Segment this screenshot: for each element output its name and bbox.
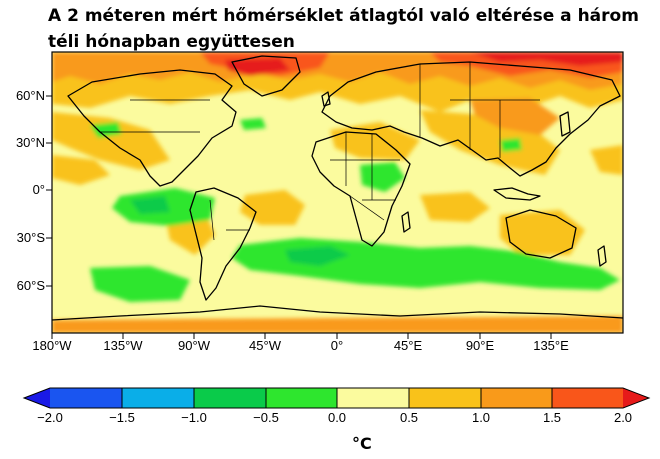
anomaly-region <box>52 155 110 185</box>
lat-tick-label: 0° <box>32 182 45 197</box>
temperature-anomaly-map <box>46 51 624 339</box>
anomaly-region <box>225 58 290 76</box>
colorbar-segment <box>481 388 552 408</box>
colorbar-segment <box>194 388 266 408</box>
coastline-australia <box>505 209 577 259</box>
anomaly-region <box>590 145 623 175</box>
colorbar-segment <box>122 388 194 408</box>
anomaly-region <box>500 138 522 152</box>
colorbar-tick-label: 1.5 <box>542 410 562 425</box>
colorbar-segment <box>50 388 122 408</box>
coastline-greenland <box>231 55 301 97</box>
colorbar-over-arrow <box>623 388 649 408</box>
colorbar-unit-label: °C <box>352 434 372 453</box>
map-title: A 2 méteren mért hőmérséklet átlagtól va… <box>48 6 639 52</box>
coastline-japan <box>559 111 571 137</box>
colorbar-under-arrow <box>24 388 50 408</box>
colorbar-segment <box>337 388 409 408</box>
coastline-indonesia <box>493 187 541 201</box>
colorbar-tick-label: −1.0 <box>181 410 207 425</box>
coastline-new-zealand <box>597 245 607 267</box>
coastline-eurasia <box>321 61 621 177</box>
lon-tick-label: 0° <box>330 338 344 353</box>
colorbar <box>22 387 651 409</box>
anomaly-region <box>330 122 420 160</box>
anomaly-region <box>240 118 266 130</box>
colorbar-segment <box>552 388 623 408</box>
lon-tick-label: 180°W <box>32 338 72 353</box>
lon-tick-label: 135°E <box>533 338 569 353</box>
anomaly-region <box>240 190 305 225</box>
colorbar-segment <box>409 388 481 408</box>
anomaly-region <box>52 316 623 333</box>
colorbar-tick-label: 2.0 <box>613 410 633 425</box>
lon-tick-label: 45°E <box>393 338 423 353</box>
colorbar-tick-label: 1.0 <box>471 410 491 425</box>
anomaly-region <box>285 246 350 266</box>
coastline-south-america <box>189 187 257 301</box>
colorbar-tick-label: −2.0 <box>37 410 63 425</box>
lat-tick-label: 60°N <box>15 88 45 103</box>
colorbar-tick-label: −0.5 <box>253 410 279 425</box>
coastline-madagascar <box>401 211 411 233</box>
lon-tick-label: 45°W <box>249 338 281 353</box>
colorbar-segment <box>266 388 337 408</box>
anomaly-region <box>470 52 623 66</box>
lat-tick-label: 60°S <box>16 278 45 293</box>
lat-tick-label: 30°S <box>16 230 45 245</box>
anomaly-region <box>420 192 490 222</box>
lon-tick-label: 135°W <box>103 338 143 353</box>
country-borders <box>100 62 540 241</box>
colorbar-tick-label: −1.5 <box>109 410 135 425</box>
anomaly-region <box>130 196 170 214</box>
anomaly-region <box>360 162 405 192</box>
lat-tick-label: 30°N <box>15 135 45 150</box>
colorbar-tick-label: 0.5 <box>399 410 419 425</box>
anomaly-region <box>90 266 190 302</box>
coastline-north-america <box>67 69 237 187</box>
coastline-africa <box>311 131 411 247</box>
anomaly-region <box>90 122 122 138</box>
lon-tick-label: 90°E <box>465 338 495 353</box>
lon-tick-label: 90°W <box>178 338 210 353</box>
coastline-uk <box>321 91 331 107</box>
anomaly-region <box>470 98 560 135</box>
coastline-antarctica <box>52 305 623 321</box>
colorbar-tick-label: 0.0 <box>327 410 347 425</box>
